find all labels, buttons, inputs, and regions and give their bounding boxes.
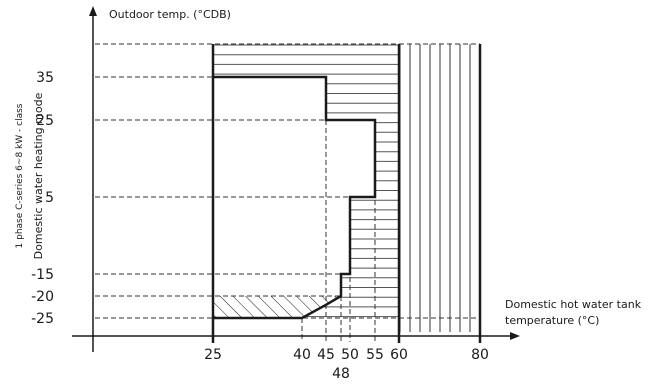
- x-axis-label-line2: temperature (°C): [505, 314, 599, 327]
- x-axis-arrow: [510, 332, 520, 340]
- x-tick-label: 55: [366, 347, 384, 363]
- x-tick-label: 50: [341, 347, 359, 363]
- y-tick-label: 25: [36, 113, 54, 129]
- x-tick-label: 40: [293, 347, 311, 363]
- x-axis-label-line1: Domestic hot water tank: [505, 298, 642, 311]
- side-subtitle: 1 phase C-series 6~8 kW - class: [15, 103, 25, 248]
- diagonal-hatch-region: [213, 296, 341, 318]
- operating-area-fill: [213, 77, 375, 318]
- y-tick-label: -25: [31, 311, 54, 327]
- side-title: Domestic water heating mode: [32, 92, 45, 259]
- tick-labels: 35 25 5 -15 -20 -25 25 40 45 50 55 60 80 48: [31, 70, 489, 382]
- y-tick-label: -15: [31, 267, 54, 283]
- x-tick-label: 60: [390, 347, 408, 363]
- axes: [72, 6, 520, 352]
- x-tick-label: 45: [317, 347, 335, 363]
- y-axis-arrow: [89, 6, 97, 16]
- y-tick-label: -20: [31, 289, 54, 305]
- x-tick-label-extra: 48: [332, 366, 350, 382]
- y-tick-label: 5: [45, 190, 54, 206]
- y-tick-label: 35: [36, 70, 54, 86]
- x-tick-label: 25: [204, 347, 222, 363]
- hatch-regions: [213, 44, 481, 332]
- x-tick-label: 80: [471, 347, 489, 363]
- y-axis-label: Outdoor temp. (°CDB): [109, 8, 231, 21]
- operating-boundary: [213, 75, 377, 320]
